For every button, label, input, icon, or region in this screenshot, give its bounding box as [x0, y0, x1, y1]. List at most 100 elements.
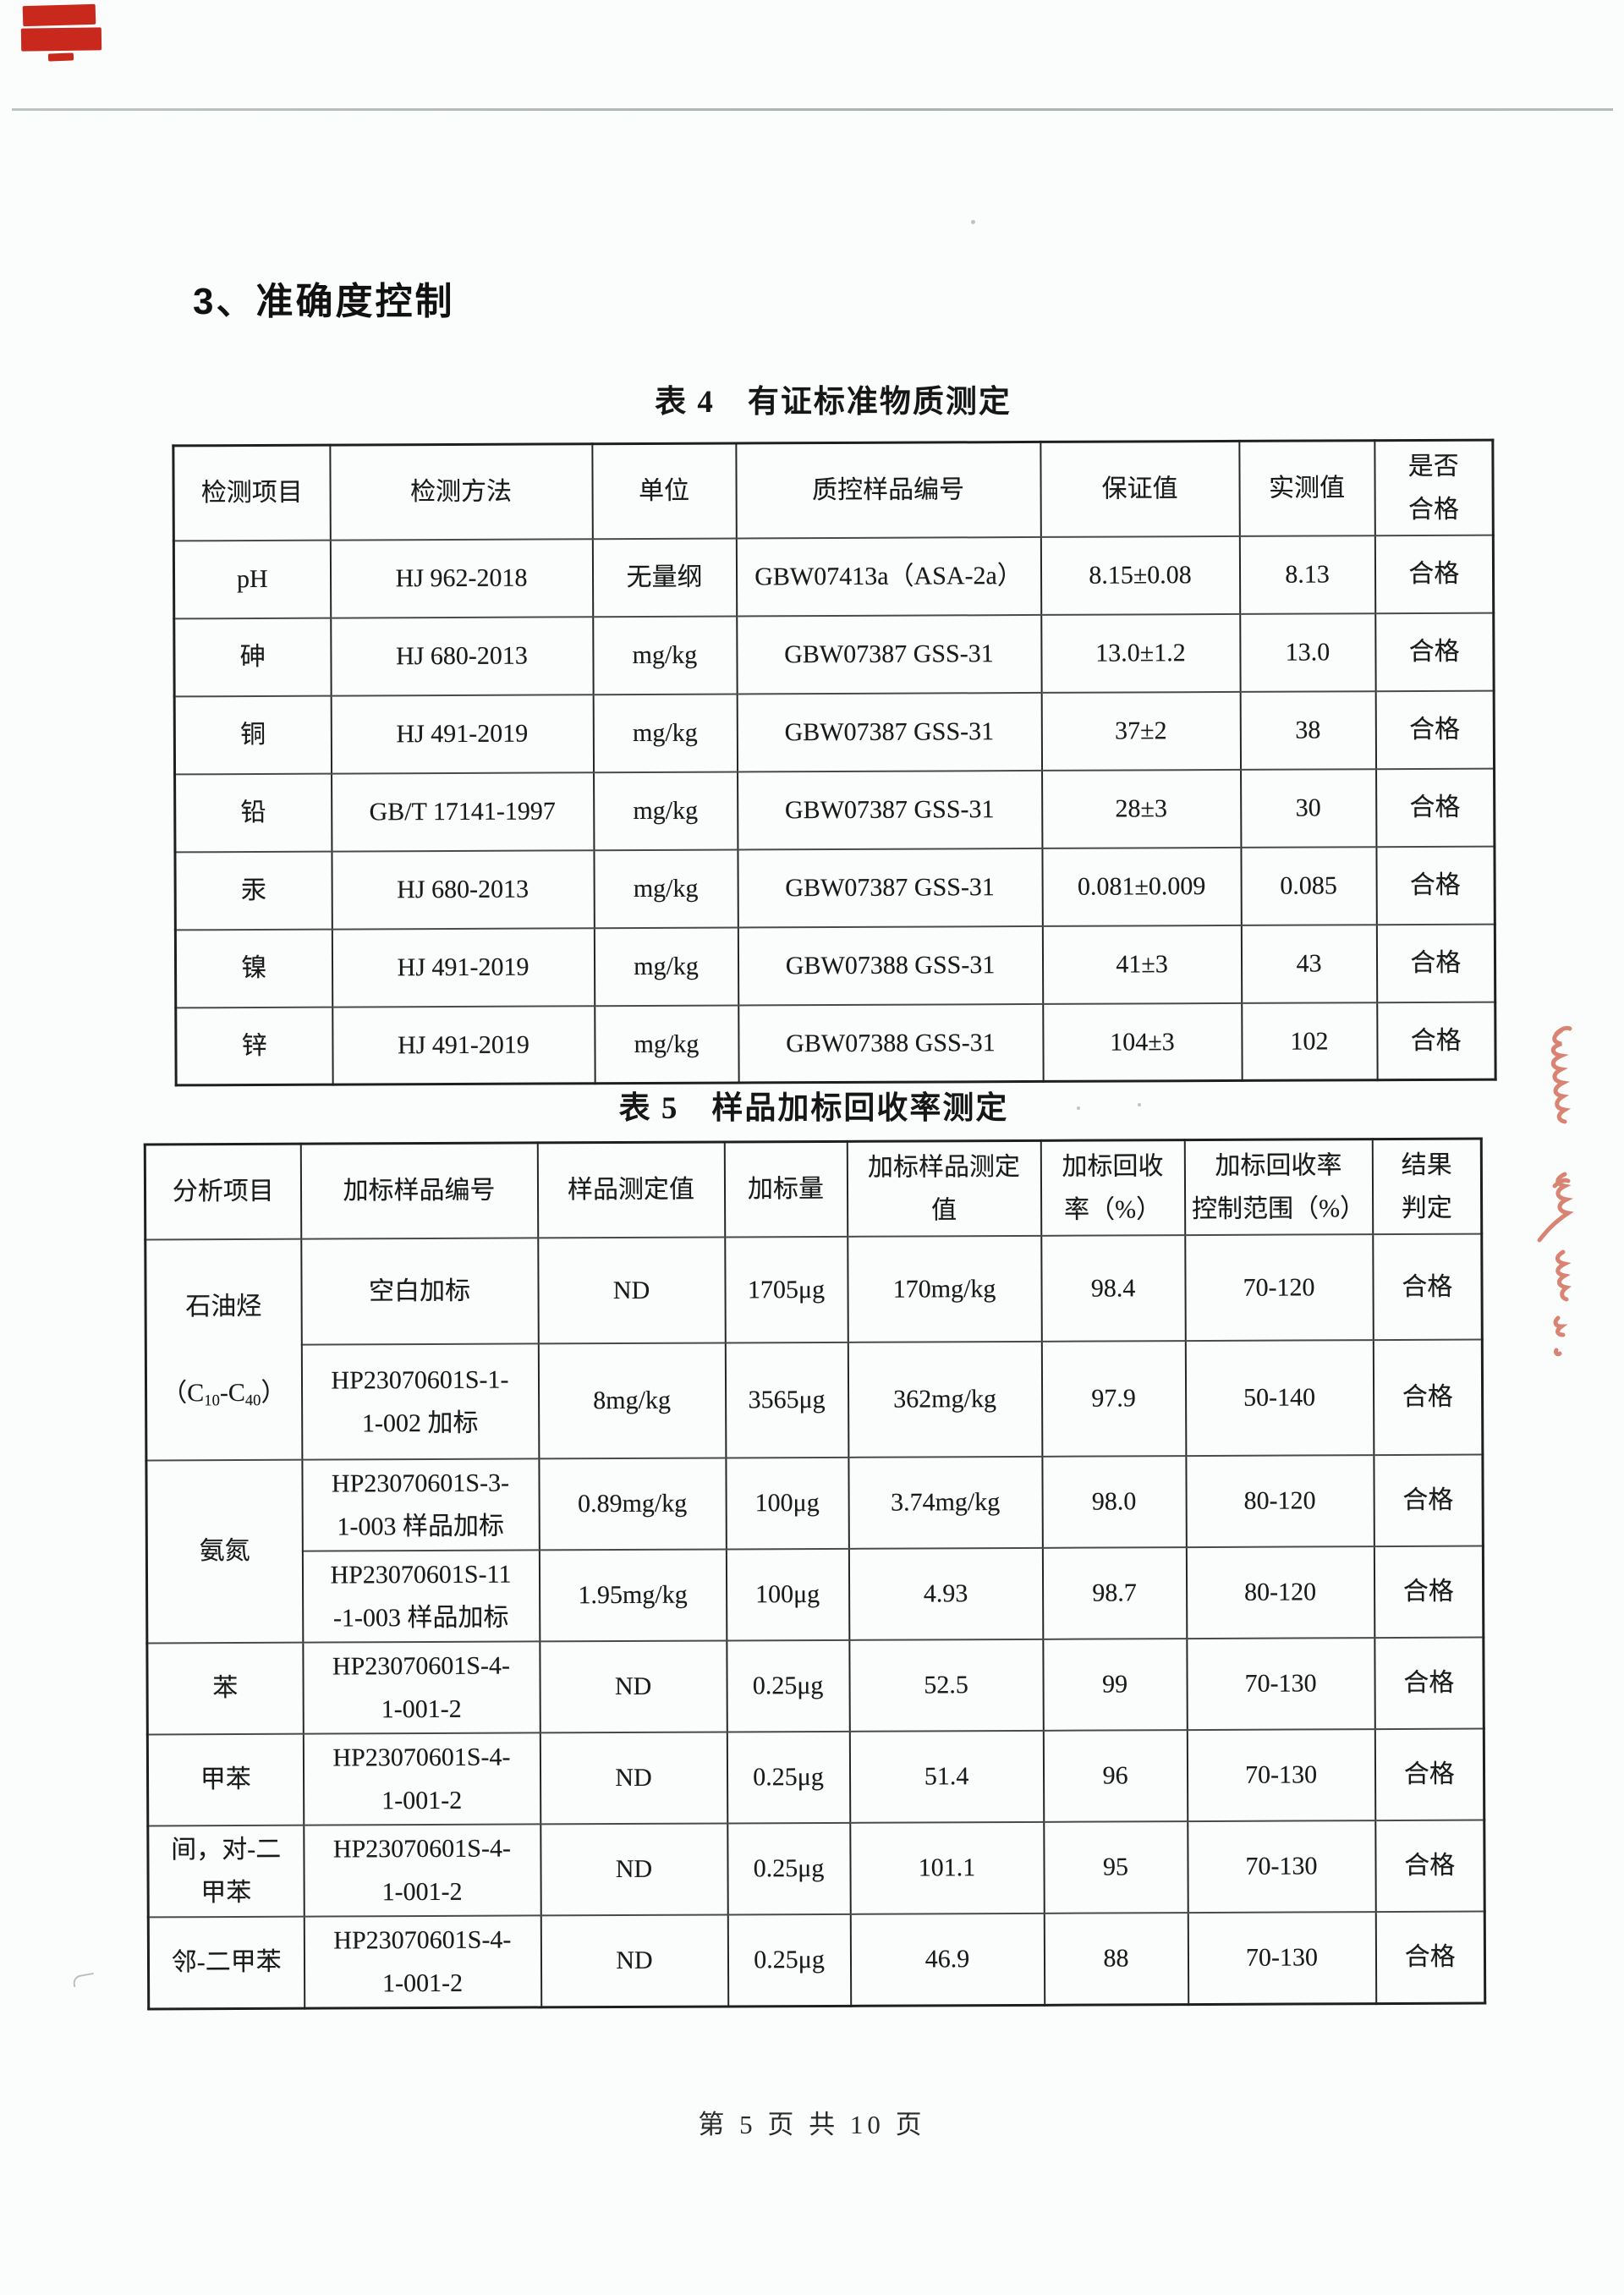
table-row: 砷 HJ 680-2013 mg/kg GBW07387 GSS-31 13.0…	[173, 612, 1495, 696]
table-row: 甲苯 HP23070601S-4- 1-001-2 ND 0.25μg 51.4…	[147, 1728, 1484, 1826]
spike-recovery-table: 分析项目 加标样品编号 样品测定值 加标量 加标样品测定 值 加标回收 率（%）…	[143, 1137, 1487, 2010]
cell: 0.25μg	[726, 1639, 850, 1732]
cell: 43	[1241, 924, 1377, 1003]
table-row: 汞 HJ 680-2013 mg/kg GBW07387 GSS-31 0.08…	[174, 846, 1495, 930]
cell: GBW07387 GSS-31	[737, 770, 1042, 850]
header-cell: 是否 合格	[1374, 440, 1494, 535]
cell: 101.1	[849, 1821, 1045, 1914]
cell: 96	[1043, 1729, 1188, 1822]
cell: GBW07413a（ASA-2a）	[736, 536, 1041, 617]
scan-pen-mark	[72, 1972, 96, 1988]
header-cell: 分析项目	[145, 1144, 301, 1239]
cell: ND	[540, 1822, 728, 1915]
cell: mg/kg	[593, 694, 738, 772]
scan-speck	[1077, 1106, 1080, 1110]
cell: 98.7	[1042, 1546, 1187, 1639]
table-row: 苯 HP23070601S-4- 1-001-2 ND 0.25μg 52.5 …	[146, 1637, 1484, 1734]
cell: 104±3	[1042, 1002, 1243, 1082]
analyte-name-line: 石油烃	[185, 1292, 262, 1320]
cell: 37±2	[1041, 691, 1241, 771]
cell: 0.89mg/kg	[538, 1457, 727, 1550]
table5-caption: 表 5 样品加标回收率测定	[618, 1091, 1009, 1126]
cell: ND	[540, 1731, 727, 1824]
analyte-cell: 甲苯	[147, 1733, 304, 1826]
table4-caption: 表 4 有证标准物质测定	[655, 385, 1012, 420]
cell: GBW07388 GSS-31	[738, 925, 1043, 1005]
cell: 95	[1043, 1820, 1188, 1913]
cell: 合格	[1374, 1820, 1485, 1912]
page-number-footer: 第 5 页 共 10 页	[698, 2110, 926, 2139]
header-cell: 检测项目	[173, 445, 331, 541]
table-row: 镍 HJ 491-2019 mg/kg GBW07388 GSS-31 41±3…	[175, 924, 1495, 1007]
cell: 46.9	[850, 1913, 1045, 2006]
cell: 98.0	[1041, 1455, 1187, 1548]
cell: 合格	[1373, 1454, 1484, 1546]
cell: 80-120	[1185, 1454, 1374, 1547]
header-cell: 实测值	[1238, 440, 1375, 536]
header-cell: 加标样品编号	[300, 1142, 538, 1239]
header-cell: 样品测定值	[537, 1141, 725, 1238]
red-redaction-mark	[47, 52, 74, 62]
header-cell: 加标样品测定 值	[847, 1140, 1041, 1237]
table-row: 锌 HJ 491-2019 mg/kg GBW07388 GSS-31 104±…	[175, 1002, 1496, 1085]
cell: mg/kg	[592, 616, 738, 695]
cell: 41±3	[1042, 925, 1242, 1004]
cell: 铅	[174, 773, 332, 852]
cell: HP23070601S-4- 1-001-2	[302, 1640, 540, 1734]
scan-speck	[1138, 1103, 1141, 1106]
cell: mg/kg	[594, 926, 738, 1006]
analyte-cell: 苯	[146, 1642, 304, 1734]
cell: 102	[1241, 1002, 1378, 1081]
cell: 合格	[1374, 535, 1494, 613]
cell: 100μg	[725, 1457, 849, 1549]
cell: 1705μg	[724, 1236, 848, 1343]
cell: 70-130	[1187, 1728, 1375, 1821]
cell: ND	[537, 1236, 726, 1344]
cell: 无量纲	[592, 538, 737, 617]
cell: 100μg	[726, 1548, 849, 1640]
table-row: HP23070601S-1- 1-002 加标 8mg/kg 3565μg 36…	[145, 1339, 1483, 1460]
cell: GBW07388 GSS-31	[738, 1003, 1044, 1083]
header-cell: 质控样品编号	[735, 442, 1041, 539]
analyte-cell: 石油烃 （C10-C40）	[145, 1238, 302, 1460]
cell: 99	[1042, 1638, 1188, 1731]
section-heading: 3、准确度控制	[193, 281, 455, 322]
cell: 合格	[1376, 1002, 1496, 1080]
scan-rule-line	[12, 108, 1613, 111]
cell: 97.9	[1041, 1341, 1186, 1457]
cell: 3.74mg/kg	[848, 1456, 1043, 1549]
cell: 合格	[1374, 1637, 1484, 1729]
table-row: 铅 GB/T 17141-1997 mg/kg GBW07387 GSS-31 …	[174, 768, 1495, 852]
cell: 汞	[174, 851, 332, 930]
cell: ND	[540, 1913, 728, 2007]
table-row: HP23070601S-11 -1-003 样品加标 1.95mg/kg 100…	[146, 1546, 1484, 1643]
table-row: 石油烃 （C10-C40） 空白加标 ND 1705μg 170mg/kg 98…	[145, 1233, 1483, 1460]
cell: 8.15±0.08	[1040, 535, 1240, 615]
header-cell: 单位	[591, 443, 737, 539]
header-cell: 结果 判定	[1372, 1139, 1482, 1234]
table-row: pH HJ 962-2018 无量纲 GBW07413a（ASA-2a） 8.1…	[173, 535, 1494, 618]
scan-speck	[971, 220, 975, 224]
cell: GBW07387 GSS-31	[737, 848, 1043, 927]
cell: pH	[173, 540, 331, 618]
cell: 0.25μg	[727, 1822, 851, 1914]
header-cell: 保证值	[1040, 441, 1240, 537]
cell: 合格	[1372, 1233, 1483, 1341]
header-cell: 加标量	[724, 1141, 848, 1237]
cell: mg/kg	[593, 771, 738, 850]
table-row: 邻-二甲苯 HP23070601S-4- 1-001-2 ND 0.25μg 4…	[148, 1911, 1485, 2009]
cell: 38	[1240, 690, 1376, 770]
cell: 98.4	[1040, 1234, 1186, 1342]
cell: HJ 491-2019	[332, 1005, 595, 1085]
red-ink-marks	[1537, 1025, 1574, 1357]
cell: 80-120	[1186, 1546, 1374, 1639]
cell: HP23070601S-4- 1-001-2	[304, 1914, 541, 2008]
cell: 合格	[1373, 1339, 1483, 1455]
cell: HP23070601S-4- 1-001-2	[303, 1732, 540, 1826]
cell: ND	[539, 1639, 727, 1732]
cell: mg/kg	[593, 849, 738, 928]
cell: 砷	[173, 618, 332, 696]
analyte-cell: 氨氮	[145, 1459, 303, 1643]
cell: 合格	[1374, 1546, 1484, 1638]
cell: 合格	[1374, 612, 1495, 691]
